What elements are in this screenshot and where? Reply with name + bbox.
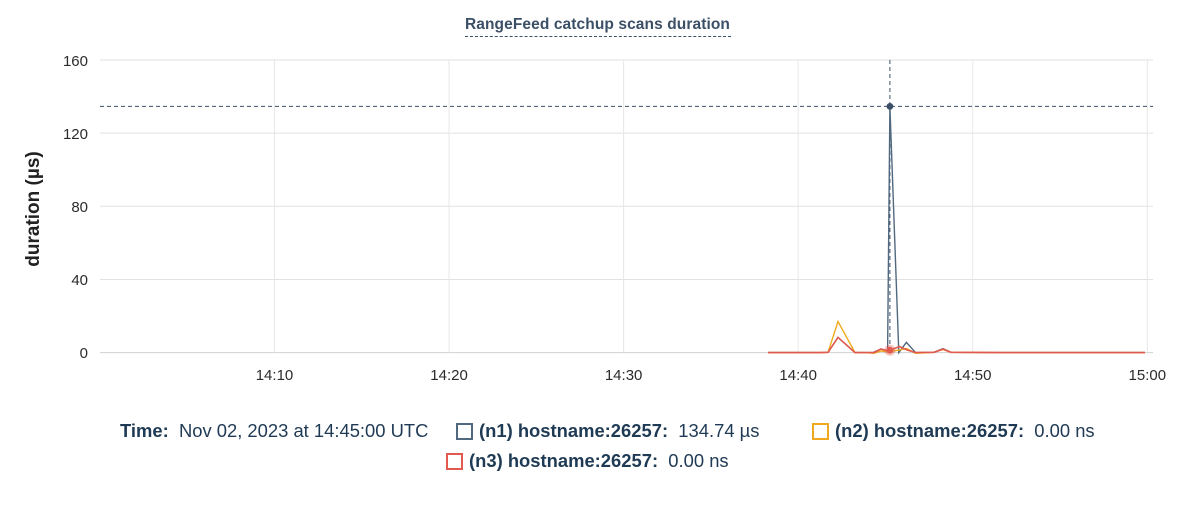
svg-text:14:10: 14:10 xyxy=(256,367,294,384)
svg-text:40: 40 xyxy=(71,272,88,289)
svg-text:0: 0 xyxy=(80,345,88,362)
svg-text:15:00: 15:00 xyxy=(1129,367,1167,384)
svg-text:14:30: 14:30 xyxy=(605,367,643,384)
svg-text:duration (µs): duration (µs) xyxy=(23,151,44,266)
svg-text:120: 120 xyxy=(63,126,88,143)
svg-text:160: 160 xyxy=(63,53,88,70)
svg-text:14:50: 14:50 xyxy=(954,367,992,384)
svg-text:14:20: 14:20 xyxy=(430,367,468,384)
svg-text:14:40: 14:40 xyxy=(779,367,817,384)
svg-text:80: 80 xyxy=(71,199,88,216)
